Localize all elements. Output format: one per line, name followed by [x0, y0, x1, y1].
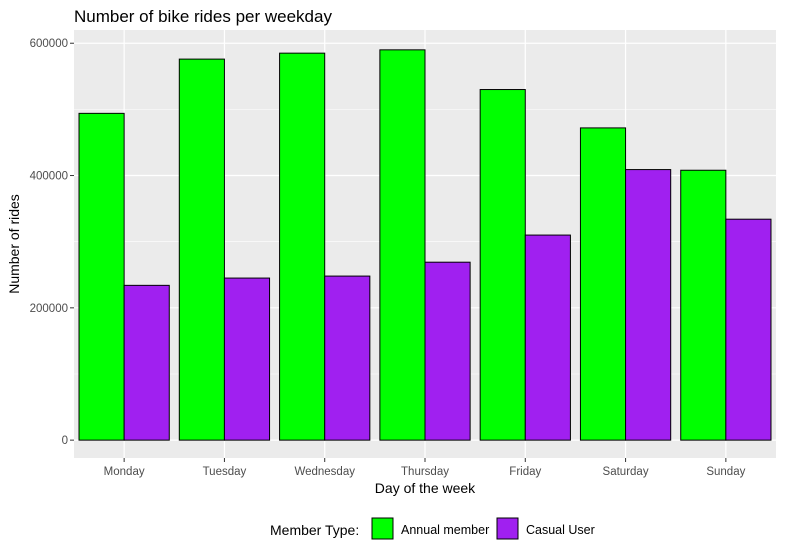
- x-axis-label: Day of the week: [375, 480, 476, 496]
- y-tick-label: 400000: [30, 171, 68, 183]
- y-axis: 0 200000 400000 600000: [30, 38, 74, 447]
- legend-swatch-annual-member: [371, 517, 394, 540]
- x-tick-label-saturday: Saturday: [603, 466, 649, 478]
- bar-annual-member-sunday: [680, 169, 727, 441]
- bar-casual-user-friday: [524, 234, 571, 441]
- bar-annual-member-tuesday: [178, 58, 225, 441]
- bar-casual-user-sunday: [725, 218, 772, 441]
- x-tick-label-monday: Monday: [104, 466, 145, 478]
- bar-casual-user-monday: [123, 284, 170, 441]
- x-tick-label-wednesday: Wednesday: [294, 466, 355, 478]
- x-axis: Monday Tuesday Wednesday Thursday Friday Satu…: [104, 458, 746, 478]
- x-tick-label-sunday: Sunday: [706, 466, 745, 478]
- legend-label-annual-member: Annual member: [401, 523, 489, 537]
- y-tick-label: 200000: [30, 303, 68, 315]
- legend-title: Member Type:: [270, 522, 359, 538]
- bar-annual-member-friday: [479, 89, 526, 441]
- x-tick-label-thursday: Thursday: [401, 466, 449, 478]
- bar-annual-member-wednesday: [279, 52, 326, 441]
- y-tick-label: 600000: [30, 38, 68, 50]
- bar-annual-member-saturday: [579, 127, 627, 441]
- legend-label-casual-user: Casual User: [526, 523, 595, 537]
- x-tick-label-friday: Friday: [509, 466, 541, 478]
- bar-annual-member-monday: [78, 112, 125, 441]
- bar-casual-user-tuesday: [223, 277, 271, 441]
- bar-casual-user-thursday: [424, 261, 471, 441]
- bar-casual-user-saturday: [625, 169, 672, 441]
- x-tick-label-tuesday: Tuesday: [203, 466, 247, 478]
- y-tick-label: 0: [62, 435, 68, 447]
- bar-annual-member-thursday: [379, 49, 426, 441]
- legend: Member Type: Annual member Casual User: [270, 517, 595, 540]
- bars: [78, 49, 772, 441]
- chart-title: Number of bike rides per weekday: [74, 7, 332, 26]
- legend-swatch-casual-user: [496, 517, 519, 540]
- bar-casual-user-wednesday: [324, 275, 371, 441]
- y-axis-label: Number of rides: [6, 194, 22, 294]
